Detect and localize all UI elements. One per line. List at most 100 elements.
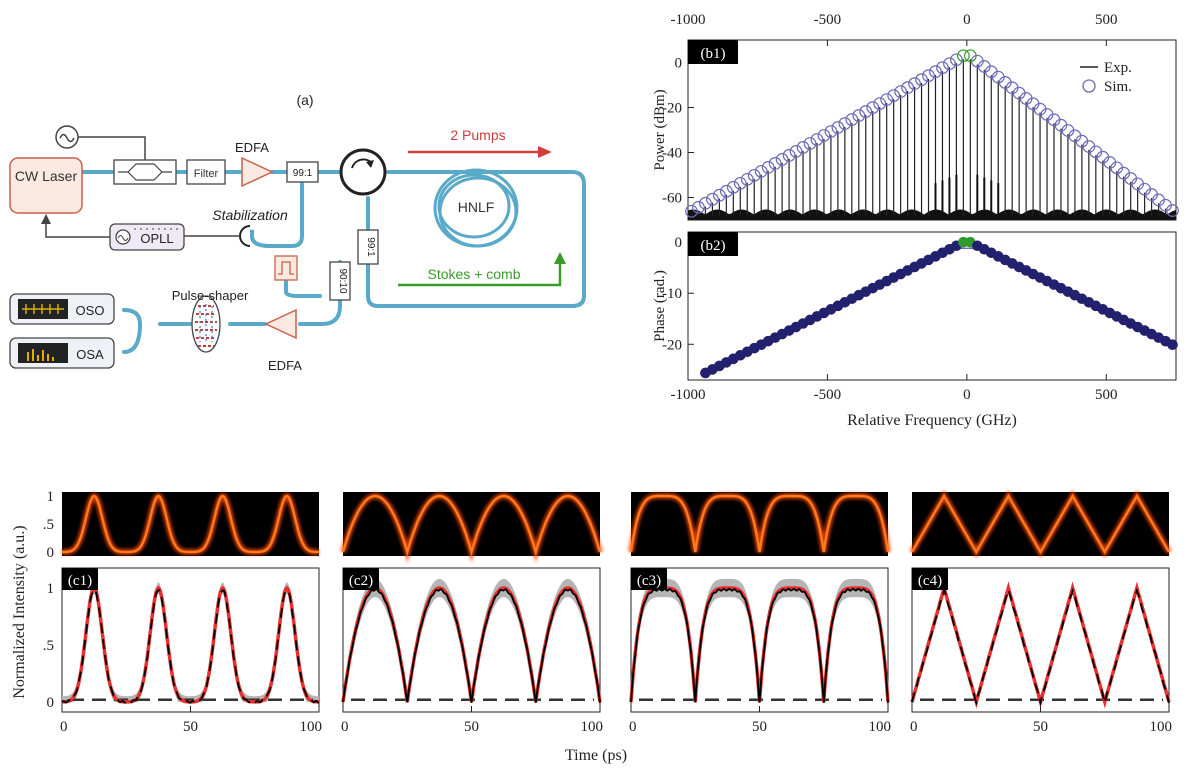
b1-top-tick-label: 500: [1095, 12, 1118, 28]
b1-top-tick-label: -500: [814, 12, 842, 28]
waveform-frame: [911, 567, 1170, 713]
waveform-xtick-label: 100: [581, 719, 604, 735]
stabilization-label: Stabilization: [212, 207, 288, 223]
waveform-panel-4: (c4) 0 50 100: [909, 490, 1173, 735]
b1-sim-marker: [943, 57, 956, 71]
edfa-bottom-icon: [264, 308, 297, 340]
b1-sim-marker: [719, 184, 733, 198]
b1-pump-marker: [956, 49, 970, 63]
b1-sim-marker: [782, 149, 796, 162]
waveform-ylabel: Normalized Intensity (a.u.): [11, 525, 28, 698]
target-waveform: [62, 585, 319, 704]
b2-xtick-label: 0: [963, 387, 971, 403]
b1-top-tick-label: -1000: [671, 12, 706, 28]
b1-ytick-label: -60: [662, 191, 682, 207]
b1-sim-marker: [936, 61, 949, 75]
b1-sim-marker: [754, 164, 768, 178]
cw-laser-label: CW Laser: [15, 168, 78, 184]
b1-sim-marker: [831, 121, 845, 134]
b2-phase-point: [1167, 339, 1178, 350]
fiber-paths: [78, 170, 586, 354]
b1-sim-marker: [915, 73, 928, 87]
b1-sim-marker: [740, 172, 754, 186]
waveform-label-bg: [343, 568, 379, 590]
legend-sim-marker: [1082, 79, 1096, 93]
b1-sim-marker: [880, 93, 894, 107]
b1-sim-marker: [950, 53, 963, 67]
b2-label-bg: [688, 232, 738, 256]
coupler-99-1: [286, 161, 319, 183]
b1-ytick-label: -20: [662, 101, 682, 117]
osa-label: OSA: [76, 347, 104, 362]
eye-diagram-bg: [912, 492, 1169, 556]
target-waveform: [910, 581, 1171, 709]
b1-sim-marker: [726, 180, 740, 194]
b1-sim-marker: [894, 85, 908, 99]
waveform-label-bg: [631, 568, 667, 590]
waveform-ytick-label: .5: [43, 638, 54, 654]
b1-sim-marker: [796, 141, 810, 154]
waveform-panel-label: (c4): [918, 573, 942, 589]
measured-waveform: [911, 586, 1170, 707]
b2-ytick-label: -10: [662, 286, 682, 302]
b1-label: (b1): [701, 46, 726, 62]
b1-sim-marker: [866, 101, 880, 114]
b2-xtick-label: -1000: [671, 387, 706, 403]
b2-ytick-label: -20: [662, 337, 682, 353]
eye-ytick-label: 0: [47, 545, 55, 561]
power-spectrum-plot: -1000 -500 0 500 0-20-40-60 (b1) Exp. Sim. …: [652, 12, 1179, 221]
hnlf-label: HNLF: [458, 199, 495, 215]
waveform-xtick-label: 0: [341, 719, 349, 735]
b1-ytick-label: -40: [662, 146, 682, 162]
photodiode-icon: [239, 225, 251, 247]
cw-laser-box: [9, 157, 83, 214]
b1-sim-marker: [824, 125, 838, 138]
b1-ylabel: Power (dBm): [652, 89, 668, 170]
waveform-xtick-label: 0: [910, 719, 918, 735]
eye-trace: [910, 493, 1171, 555]
waveform-xtick-label: 100: [1150, 719, 1173, 735]
pulse-icon: [274, 255, 298, 281]
waveform-label-bg: [62, 568, 98, 590]
b1-sim-marker: [761, 160, 775, 174]
b2-ytick-label: 0: [675, 235, 683, 251]
b1-sim-marker: [1166, 204, 1179, 217]
measured-spread-band: [62, 582, 319, 702]
opll-label: OPLL: [140, 231, 173, 246]
setup-diagram: (a) CW Laser: [9, 92, 586, 373]
edfa-bottom-label: EDFA: [268, 358, 302, 373]
eye-trace: [629, 494, 890, 553]
b1-sim-marker: [908, 77, 921, 91]
stokes-arrow: [398, 262, 562, 287]
waveform-panel-label: (c2): [349, 573, 373, 589]
target-waveform: [341, 586, 602, 703]
b1-sim-marker: [852, 109, 866, 122]
edfa-top-label: EDFA: [235, 140, 269, 155]
pulse-shaper-label: Pulse-shaper: [172, 288, 249, 303]
b1-sim-marker: [712, 188, 726, 202]
b2-xtick-label: -500: [814, 387, 842, 403]
b2-label: (b2): [701, 238, 726, 254]
b2-ylabel: Phase (rad.): [652, 270, 668, 342]
circulator-icon: [339, 148, 387, 196]
b1-sim-marker: [845, 113, 859, 126]
pumps-label: 2 Pumps: [450, 127, 505, 143]
waveform-xtick-label: 0: [629, 719, 637, 735]
coupler-vertical-99-1: [357, 229, 379, 265]
b1-ytick-label: 0: [675, 56, 683, 72]
b1-label-bg: [688, 40, 738, 64]
b1-top-tick-label: 0: [963, 12, 971, 28]
b1-sim-marker: [692, 200, 705, 214]
waveform-xtick-label: 50: [183, 719, 198, 735]
waveform-xlabel: Time (ps): [565, 747, 627, 764]
b1-sim-marker: [685, 204, 698, 218]
panel-a-label: (a): [296, 92, 313, 108]
b1-sim-marker: [733, 176, 747, 190]
filter-box: [186, 159, 226, 185]
waveform-frame: [61, 567, 320, 713]
eye-trace: [62, 494, 319, 554]
coupler-vertical-90-10-label: 90:10: [337, 268, 348, 293]
legend-sim: Sim.: [1104, 79, 1132, 95]
